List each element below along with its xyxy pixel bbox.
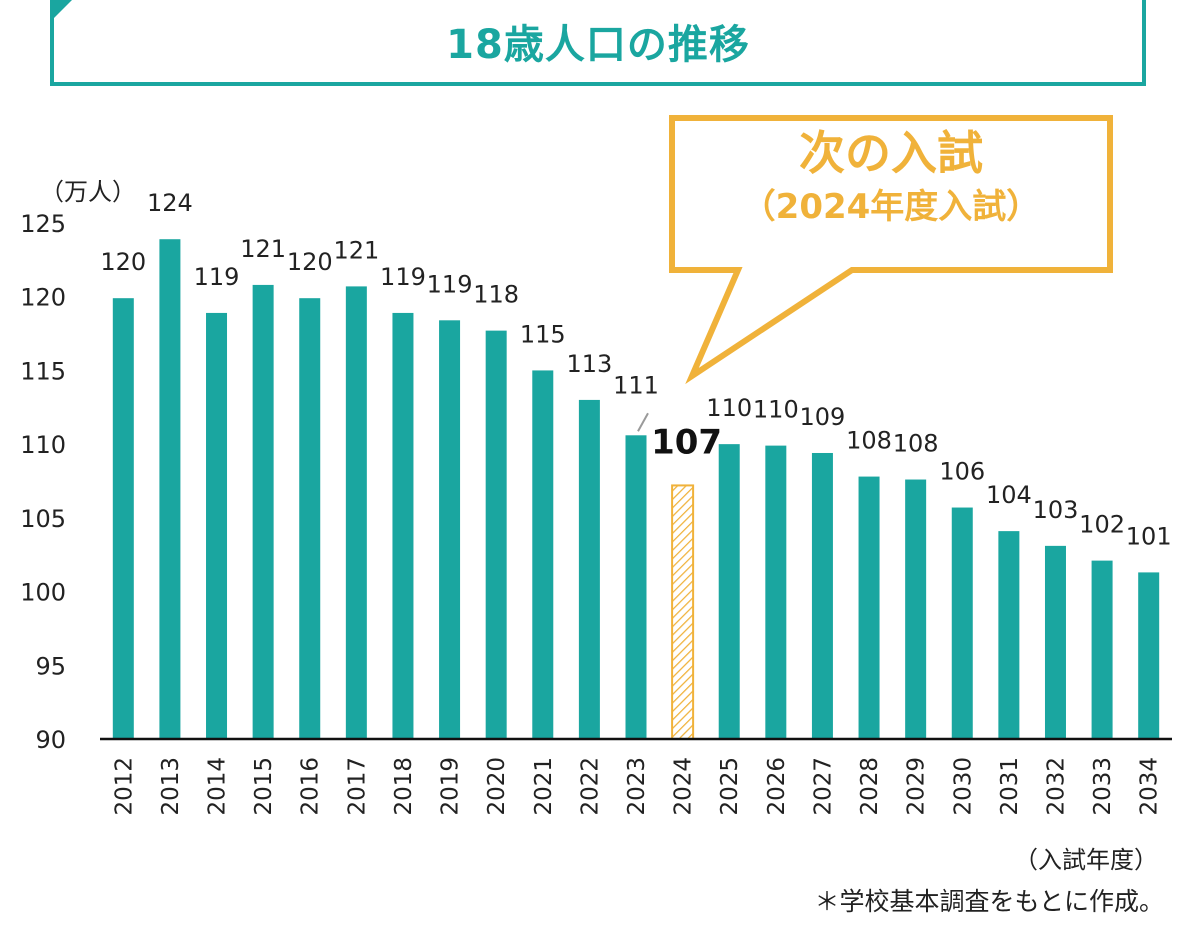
bar-value-label-2020: 118 <box>473 281 519 309</box>
x-tick-label-2013: 2013 <box>158 757 184 816</box>
x-tick-label-2019: 2019 <box>438 757 464 816</box>
y-tick-label: 100 <box>20 579 66 607</box>
source-note: ＊学校基本調査をもとに作成。 <box>814 887 1164 916</box>
y-tick-label: 95 <box>35 652 66 680</box>
x-axis: 2012 2013 2014 2015 2016 2017 2018 2019 2020 2021… <box>111 757 1162 816</box>
y-tick-label: 90 <box>35 726 66 754</box>
y-tick-label: 120 <box>20 284 66 312</box>
bar-2026 <box>765 445 787 739</box>
bar-2032 <box>1044 545 1066 739</box>
x-tick-label-2024: 2024 <box>671 757 697 816</box>
x-tick-label-2018: 2018 <box>391 757 417 816</box>
bar-2022 <box>578 399 600 739</box>
bar-value-label-2018: 119 <box>380 263 426 291</box>
callout-bubble <box>669 115 1113 385</box>
callout-bubble-outline <box>669 115 1113 385</box>
x-tick-label-2015: 2015 <box>251 757 277 816</box>
x-tick-label-2020: 2020 <box>484 757 510 816</box>
callout-subtitle: （2024年度入試） <box>741 187 1041 227</box>
bar-value-label-2032: 103 <box>1033 496 1079 524</box>
bar-2015 <box>252 284 274 739</box>
y-axis: 90 95 100 105 110 115 120 125 <box>20 210 66 754</box>
x-axis-label: （入試年度） <box>1014 846 1158 874</box>
y-tick-label: 125 <box>20 210 66 238</box>
bar-value-label-2026: 110 <box>753 396 799 424</box>
y-tick-label: 115 <box>20 357 66 385</box>
callout-title: 次の入試 <box>799 126 983 180</box>
page-title: 18歳人口の推移 <box>446 22 750 68</box>
bar-value-label-2016: 120 <box>287 248 333 276</box>
bar-value-label-2015: 121 <box>240 235 286 263</box>
bar-2025 <box>718 444 740 739</box>
x-tick-label-2031: 2031 <box>997 757 1023 816</box>
bar-2020 <box>485 330 507 739</box>
bar-2013 <box>159 239 181 739</box>
x-tick-label-2025: 2025 <box>717 757 743 816</box>
x-tick-label-2017: 2017 <box>344 757 370 816</box>
bar-2029 <box>905 479 927 739</box>
callout-text: 次の入試 （2024年度入試） <box>672 122 1110 230</box>
bar-2028 <box>858 476 880 739</box>
bar-2031 <box>998 531 1020 739</box>
bar-value-label-2012: 120 <box>100 248 146 276</box>
bar-2033 <box>1091 560 1113 739</box>
x-tick-label-2034: 2034 <box>1137 757 1163 816</box>
bar-value-label-2022: 113 <box>566 350 612 378</box>
x-tick-label-2023: 2023 <box>624 757 650 816</box>
title-banner: 18歳人口の推移 <box>50 0 1146 86</box>
bar-value-label-2017: 121 <box>333 236 379 264</box>
bar-value-label-2019: 119 <box>427 270 473 298</box>
x-tick-label-2021: 2021 <box>531 757 557 816</box>
bar-2021 <box>532 370 554 739</box>
bar-2034 <box>1138 572 1160 739</box>
x-tick-label-2033: 2033 <box>1090 757 1116 816</box>
x-tick-label-2026: 2026 <box>764 757 790 816</box>
bar-2023 <box>625 435 647 739</box>
x-tick-label-2012: 2012 <box>111 757 137 816</box>
bar-value-label-2033: 102 <box>1079 511 1125 539</box>
y-tick-label: 105 <box>20 505 66 533</box>
bar-value-label-2029: 108 <box>893 430 939 458</box>
x-tick-label-2014: 2014 <box>205 757 231 816</box>
y-axis-unit-label: （万人） <box>40 178 136 206</box>
bar-series <box>112 239 1160 740</box>
bar-value-label-2025: 110 <box>706 394 752 422</box>
bar-2016 <box>299 298 321 739</box>
x-tick-label-2027: 2027 <box>810 757 836 816</box>
bar-value-label-2034: 101 <box>1126 522 1172 550</box>
label-leader-line <box>637 412 649 432</box>
x-tick-label-2028: 2028 <box>857 757 883 816</box>
bar-2019 <box>439 320 461 739</box>
x-tick-label-2022: 2022 <box>577 757 603 816</box>
bar-value-label-2028: 108 <box>846 427 892 455</box>
x-tick-label-2016: 2016 <box>298 757 324 816</box>
x-tick-label-2030: 2030 <box>950 757 976 816</box>
bar-value-label-2013: 124 <box>147 189 193 217</box>
bar-value-label-2023: 111 <box>613 371 659 399</box>
bar-2012 <box>112 298 134 739</box>
bar-value-label-2021: 115 <box>520 320 566 348</box>
bar-value-label-2030: 106 <box>939 458 985 486</box>
bar-2018 <box>392 312 414 739</box>
title-corner-decoration <box>50 0 72 22</box>
x-tick-label-2029: 2029 <box>904 757 930 816</box>
bar-2030 <box>951 507 973 739</box>
bar-value-label-2031: 104 <box>986 481 1032 509</box>
bar-highlight-2024 <box>671 484 695 740</box>
bar-value-label-2014: 119 <box>194 263 240 291</box>
bar-2017 <box>345 286 367 739</box>
bar-2014 <box>206 312 228 739</box>
x-tick-label-2032: 2032 <box>1043 757 1069 816</box>
bar-2027 <box>811 452 833 739</box>
y-tick-label: 110 <box>20 431 66 459</box>
bar-value-label-2024: 107 <box>651 422 722 462</box>
bar-value-label-2027: 109 <box>800 403 846 431</box>
